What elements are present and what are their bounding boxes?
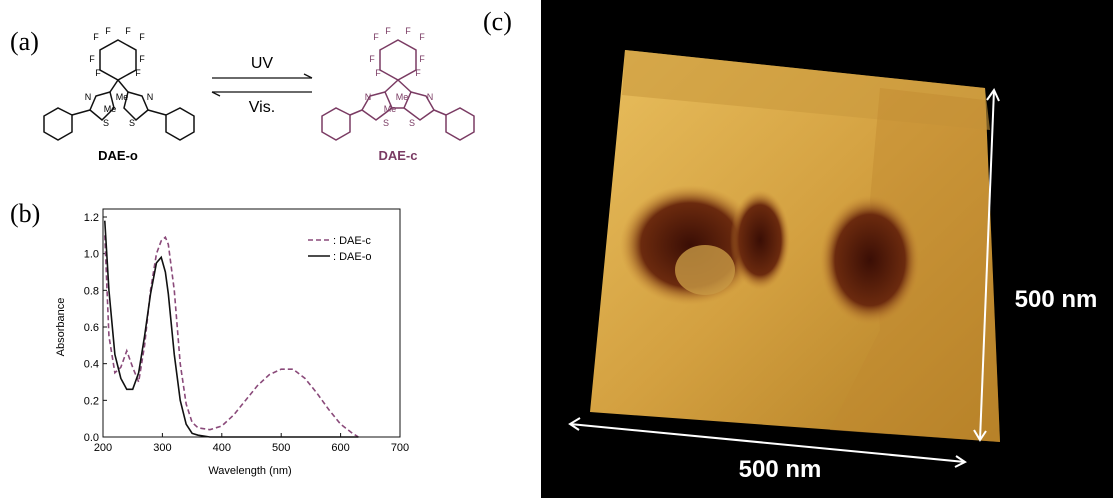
scale-label: 500 nm: [739, 456, 822, 483]
y-tick-label: 0.6: [84, 322, 99, 334]
atom-label: F: [373, 32, 379, 42]
structure-open: [44, 40, 194, 140]
atom-label: F: [89, 54, 95, 64]
atom-label: N: [147, 92, 154, 102]
y-tick-label: 0.0: [84, 432, 99, 444]
page: (a) UV Vis. DAE-o DAE-c FFFFFFFFNSMeMeSN…: [0, 0, 1113, 498]
panel-label: (c): [483, 7, 512, 36]
atom-label: F: [369, 54, 375, 64]
y-tick-label: 0.4: [84, 359, 99, 371]
x-tick-label: 400: [213, 442, 231, 454]
atom-label: F: [385, 26, 391, 36]
atom-label: N: [365, 92, 372, 102]
series-line: [105, 221, 359, 437]
atom-label: F: [139, 54, 145, 64]
y-tick-label: 1.2: [84, 212, 99, 224]
x-tick-label: 300: [153, 442, 171, 454]
y-axis-label: Absorbance: [55, 298, 67, 357]
atom-label: F: [93, 32, 99, 42]
atom-label: Me: [384, 104, 397, 114]
x-tick-label: 600: [331, 442, 349, 454]
legend-label: : DAE-o: [333, 251, 372, 263]
atom-label: S: [383, 118, 389, 128]
y-tick-label: 1.0: [84, 249, 99, 261]
legend-label: : DAE-c: [333, 235, 371, 247]
atom-label: N: [427, 92, 434, 102]
atom-label: N: [85, 92, 92, 102]
compound-name: DAE-c: [378, 148, 417, 163]
arrows: [212, 74, 312, 96]
atom-label: F: [95, 68, 101, 78]
atom-label: F: [415, 68, 421, 78]
compound-name: DAE-o: [98, 148, 138, 163]
x-tick-label: 700: [391, 442, 409, 454]
atom-label: F: [419, 32, 425, 42]
atom-label: Me: [116, 92, 129, 102]
atom-label: Me: [104, 104, 117, 114]
panel-label: (a): [10, 27, 39, 56]
atom-label: F: [419, 54, 425, 64]
arrow-label: UV: [251, 55, 274, 72]
figure: (a) UV Vis. DAE-o DAE-c FFFFFFFFNSMeMeSN…: [0, 0, 1113, 498]
atom-label: Me: [396, 92, 409, 102]
atom-label: F: [125, 26, 131, 36]
afm-pit: [820, 195, 920, 325]
afm-island: [675, 245, 735, 295]
atom-label: F: [105, 26, 111, 36]
structure-closed: [322, 40, 474, 140]
atom-label: S: [103, 118, 109, 128]
atom-label: F: [139, 32, 145, 42]
x-axis-label: Wavelength (nm): [208, 465, 291, 477]
y-tick-label: 0.2: [84, 395, 99, 407]
atom-label: S: [129, 118, 135, 128]
y-tick-label: 0.8: [84, 285, 99, 297]
x-tick-label: 500: [272, 442, 290, 454]
atom-label: S: [409, 118, 415, 128]
afm-pit: [730, 190, 790, 290]
scale-label: 500 nm: [1015, 286, 1098, 313]
atom-label: F: [405, 26, 411, 36]
panel-label: (b): [10, 199, 40, 228]
atom-label: F: [135, 68, 141, 78]
atom-label: F: [375, 68, 381, 78]
series-line: [105, 235, 359, 437]
arrow-label: Vis.: [249, 99, 275, 116]
